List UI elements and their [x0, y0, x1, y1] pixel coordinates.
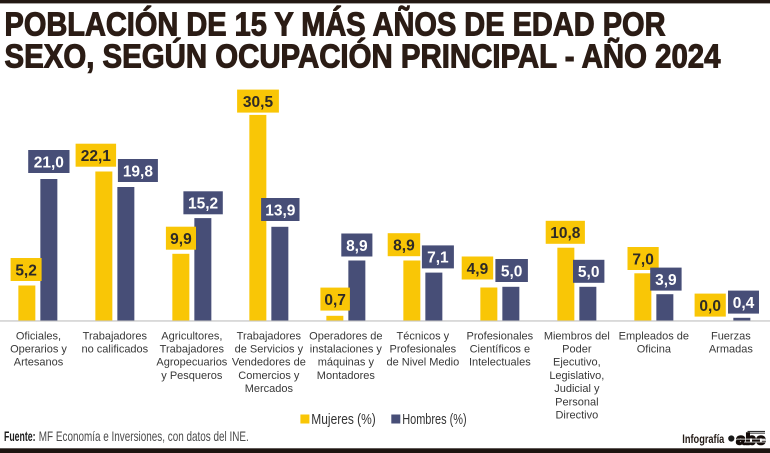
- svg-text:21,0: 21,0: [34, 154, 64, 171]
- svg-text:22,1: 22,1: [81, 148, 112, 165]
- svg-text:Mujeres (%): Mujeres (%): [311, 411, 376, 428]
- svg-text:5,2: 5,2: [15, 262, 37, 279]
- svg-text:0,7: 0,7: [324, 292, 346, 309]
- svg-text:3,9: 3,9: [655, 272, 677, 289]
- svg-text:SEXO, SEGÚN OCUPACIÓN PRINCIPA: SEXO, SEGÚN OCUPACIÓN PRINCIPAL - AÑO 20…: [5, 38, 722, 75]
- svg-text:30,5: 30,5: [243, 94, 274, 111]
- svg-text:Fuente:: Fuente:: [4, 428, 36, 444]
- svg-text:8,9: 8,9: [393, 238, 415, 255]
- svg-text:Hombres (%): Hombres (%): [402, 411, 467, 428]
- svg-text:Infografía: Infografía: [682, 432, 724, 446]
- svg-text:5,0: 5,0: [501, 263, 523, 280]
- svg-text:15,2: 15,2: [188, 196, 218, 213]
- svg-text:9,9: 9,9: [170, 231, 192, 248]
- svg-text:7,0: 7,0: [632, 251, 654, 268]
- svg-text:abc: abc: [736, 431, 765, 448]
- svg-text:8,9: 8,9: [346, 238, 368, 255]
- svg-text:0,4: 0,4: [733, 295, 755, 312]
- svg-text:4,9: 4,9: [467, 261, 489, 278]
- svg-text:POBLACIÓN DE 15 Y MÁS AÑOS DE: POBLACIÓN DE 15 Y MÁS AÑOS DE EDAD POR: [5, 6, 666, 43]
- svg-text:10,8: 10,8: [550, 225, 581, 242]
- svg-text:MF Economía e Inversiones, con: MF Economía e Inversiones, con datos del…: [39, 428, 249, 444]
- svg-text:13,9: 13,9: [265, 202, 296, 219]
- svg-text:5,0: 5,0: [578, 264, 600, 281]
- svg-text:7,1: 7,1: [427, 250, 449, 267]
- svg-text:0,0: 0,0: [699, 298, 721, 315]
- svg-text:19,8: 19,8: [123, 163, 154, 180]
